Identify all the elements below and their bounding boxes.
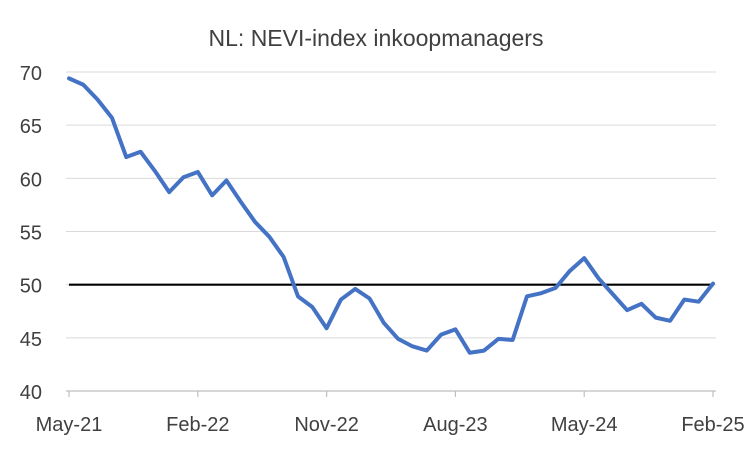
x-tick-label-Aug-23: Aug-23 xyxy=(423,414,488,436)
y-tick-label-65: 65 xyxy=(20,116,42,138)
data-point-Jan-22 xyxy=(181,175,185,179)
data-point-Mar-24 xyxy=(554,286,558,290)
series-line-nevi-index xyxy=(67,76,715,355)
data-point-Sep-24 xyxy=(639,302,643,306)
y-tick-label-50: 50 xyxy=(20,276,42,298)
x-tick-labels: May-21 Feb-22 Nov-22 Aug-23 May-24 Feb-25 xyxy=(36,414,745,436)
data-point-May-24 xyxy=(582,256,586,260)
y-tick-labels: 40 45 50 55 60 65 70 xyxy=(20,63,42,404)
data-point-Jan-23 xyxy=(353,287,357,291)
data-point-Jun-21 xyxy=(81,83,85,87)
data-point-Apr-24 xyxy=(568,269,572,273)
data-point-Dec-24 xyxy=(682,298,686,302)
data-point-May-22 xyxy=(239,200,243,204)
data-point-Jun-24 xyxy=(597,276,601,280)
data-point-Sep-23 xyxy=(468,351,472,355)
data-point-May-23 xyxy=(410,344,414,348)
data-point-Feb-24 xyxy=(539,291,543,295)
x-tick-label-May-24: May-24 xyxy=(551,414,618,436)
data-point-Jun-22 xyxy=(253,220,257,224)
data-point-Jan-24 xyxy=(525,294,529,298)
data-point-Nov-24 xyxy=(668,319,672,323)
data-point-Nov-23 xyxy=(496,337,500,341)
data-point-Jun-23 xyxy=(425,349,429,353)
data-point-Mar-23 xyxy=(382,321,386,325)
data-point-Feb-25 xyxy=(711,282,715,286)
data-point-Jul-21 xyxy=(96,98,100,102)
data-point-Oct-22 xyxy=(310,305,314,309)
data-point-Nov-22 xyxy=(325,326,329,330)
data-point-Sep-21 xyxy=(124,155,128,159)
data-point-Aug-21 xyxy=(110,116,114,120)
y-tick-label-60: 60 xyxy=(20,169,42,191)
data-point-Aug-22 xyxy=(282,255,286,259)
data-point-Mar-22 xyxy=(210,193,214,197)
data-point-Apr-23 xyxy=(396,337,400,341)
x-tick-label-Feb-25: Feb-25 xyxy=(681,414,744,436)
data-point-Aug-24 xyxy=(625,308,629,312)
x-tick-label-Nov-22: Nov-22 xyxy=(294,414,358,436)
data-point-Aug-23 xyxy=(453,327,457,331)
y-tick-label-40: 40 xyxy=(20,382,42,404)
series-group xyxy=(67,76,715,355)
data-point-Feb-23 xyxy=(368,296,372,300)
x-tick-label-May-21: May-21 xyxy=(36,414,103,436)
data-point-Oct-24 xyxy=(654,316,658,320)
y-tick-label-70: 70 xyxy=(20,63,42,85)
chart-title: NL: NEVI-index inkoopmanagers xyxy=(209,25,544,51)
data-point-May-21 xyxy=(67,76,71,80)
data-point-Feb-22 xyxy=(196,170,200,174)
x-tick-label-Feb-22: Feb-22 xyxy=(166,414,229,436)
data-point-Dec-23 xyxy=(511,338,515,342)
y-tick-label-55: 55 xyxy=(20,223,42,245)
data-point-Jul-22 xyxy=(267,235,271,239)
axes xyxy=(66,390,716,397)
data-point-Jul-23 xyxy=(439,333,443,337)
data-point-Jul-24 xyxy=(611,292,615,296)
data-point-Dec-22 xyxy=(339,298,343,302)
data-point-Sep-22 xyxy=(296,294,300,298)
data-point-Oct-23 xyxy=(482,349,486,353)
data-point-Nov-21 xyxy=(153,169,157,173)
data-point-Oct-21 xyxy=(139,150,143,154)
data-point-Apr-22 xyxy=(224,178,228,182)
data-point-Dec-21 xyxy=(167,190,171,194)
y-tick-label-45: 45 xyxy=(20,329,42,351)
data-point-Jan-25 xyxy=(697,300,701,304)
